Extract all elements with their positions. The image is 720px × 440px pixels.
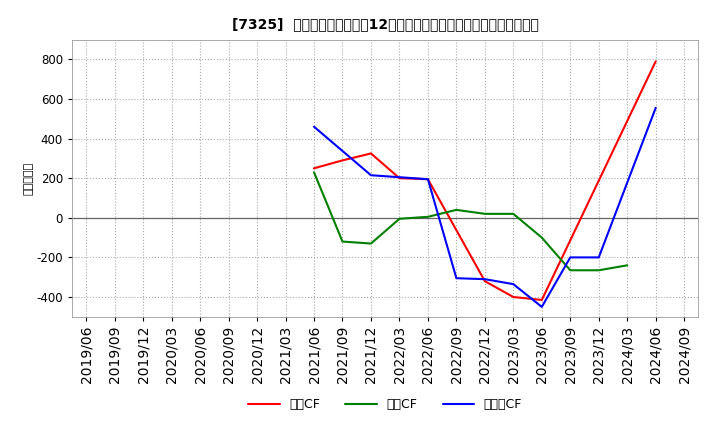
営業CF: [537, 297, 546, 303]
投資CF: [452, 207, 461, 213]
投資CF: [366, 241, 375, 246]
投資CF: [566, 268, 575, 273]
Title: [7325]  キャッシュフローの12か月移動合計の対前年同期増減額の推移: [7325] キャッシュフローの12か月移動合計の対前年同期増減額の推移: [232, 18, 539, 32]
フリーCF: [366, 172, 375, 178]
フリーCF: [652, 105, 660, 110]
投資CF: [423, 214, 432, 220]
投資CF: [480, 211, 489, 216]
投資CF: [509, 211, 518, 216]
営業CF: [423, 176, 432, 182]
投資CF: [395, 216, 404, 221]
フリーCF: [310, 124, 318, 129]
フリーCF: [537, 304, 546, 310]
投資CF: [537, 235, 546, 240]
フリーCF: [566, 255, 575, 260]
Line: 営業CF: 営業CF: [314, 61, 656, 300]
Legend: 営業CF, 投資CF, フリーCF: 営業CF, 投資CF, フリーCF: [243, 393, 527, 416]
フリーCF: [595, 255, 603, 260]
Line: 投資CF: 投資CF: [314, 172, 627, 270]
営業CF: [509, 294, 518, 300]
フリーCF: [423, 176, 432, 182]
営業CF: [395, 176, 404, 181]
フリーCF: [480, 276, 489, 282]
営業CF: [310, 165, 318, 171]
投資CF: [623, 263, 631, 268]
投資CF: [338, 239, 347, 244]
投資CF: [310, 169, 318, 175]
Y-axis label: （百万円）: （百万円）: [24, 161, 34, 195]
営業CF: [652, 59, 660, 64]
営業CF: [480, 279, 489, 284]
フリーCF: [509, 282, 518, 287]
Line: フリーCF: フリーCF: [314, 108, 656, 307]
フリーCF: [395, 175, 404, 180]
フリーCF: [452, 275, 461, 281]
営業CF: [338, 158, 347, 163]
投資CF: [595, 268, 603, 273]
営業CF: [366, 151, 375, 156]
